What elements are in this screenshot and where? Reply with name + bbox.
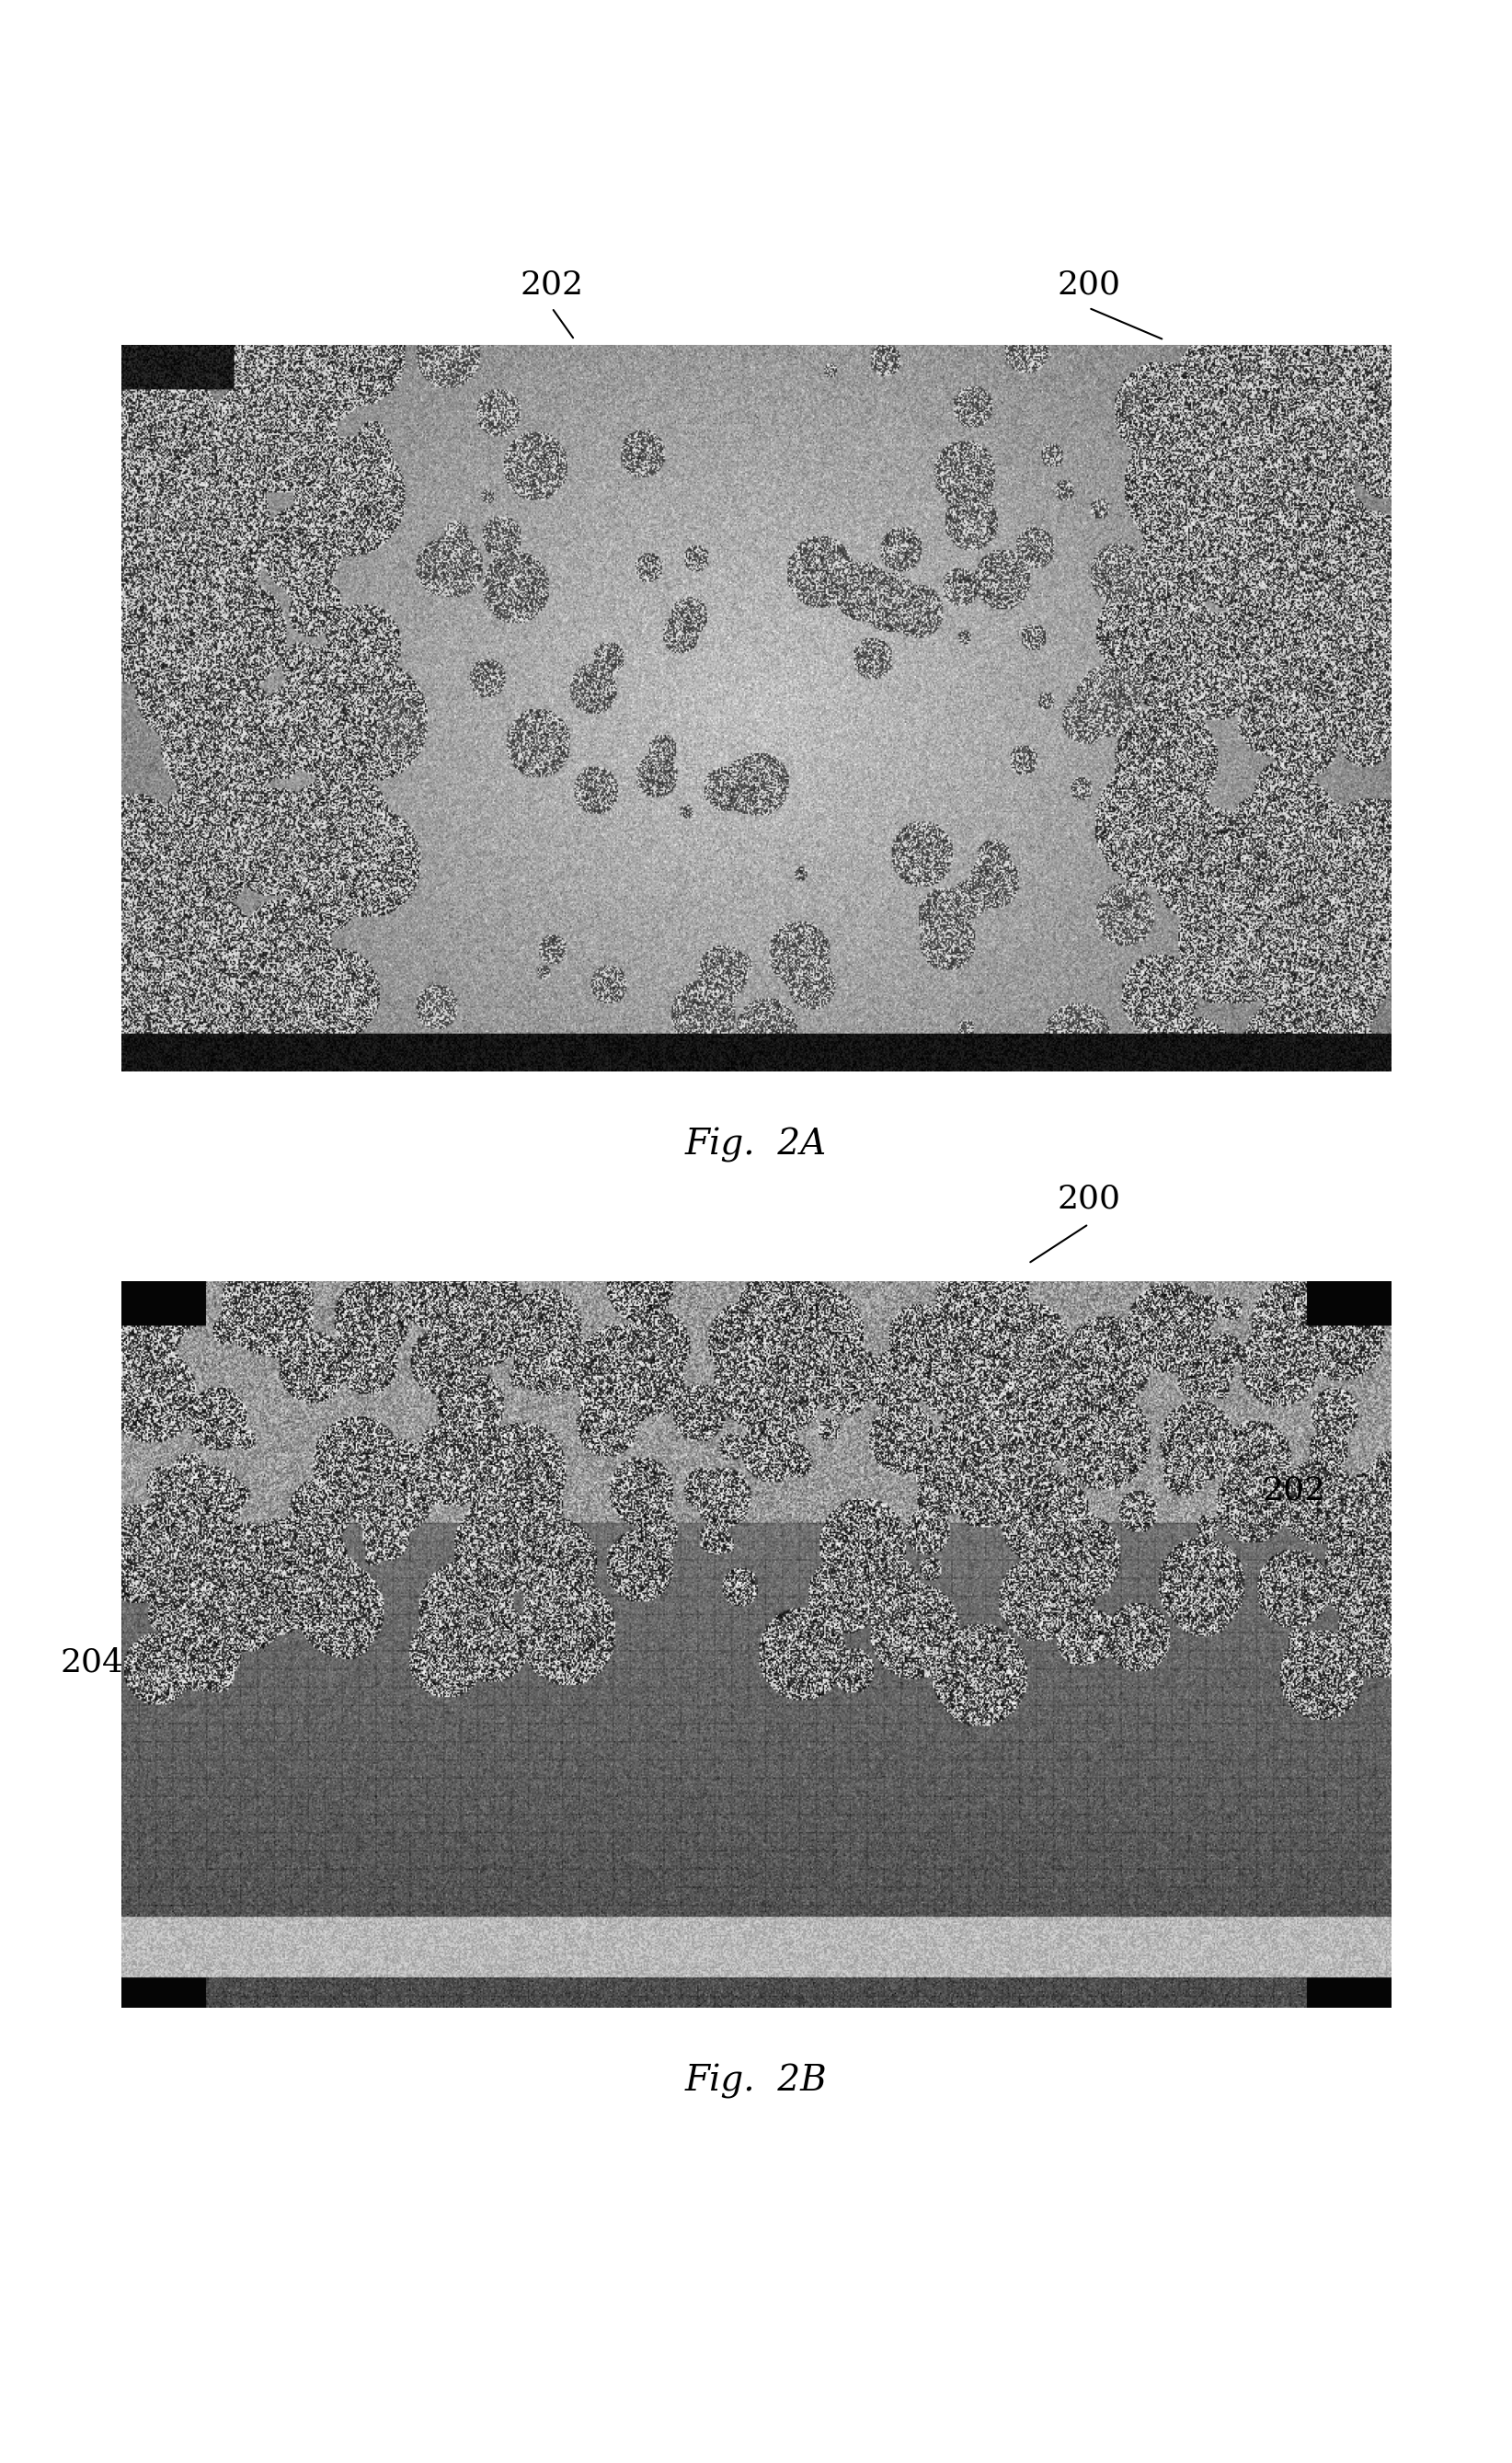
Text: 200: 200 [1057,268,1120,300]
Text: 204: 204 [60,1648,124,1677]
Text: 202: 202 [520,268,584,300]
Text: 202: 202 [1263,1475,1326,1505]
Text: Fig.  2B: Fig. 2B [685,2064,827,2098]
Text: 200: 200 [1057,1182,1120,1214]
Text: Fig.  2A: Fig. 2A [685,1128,827,1163]
